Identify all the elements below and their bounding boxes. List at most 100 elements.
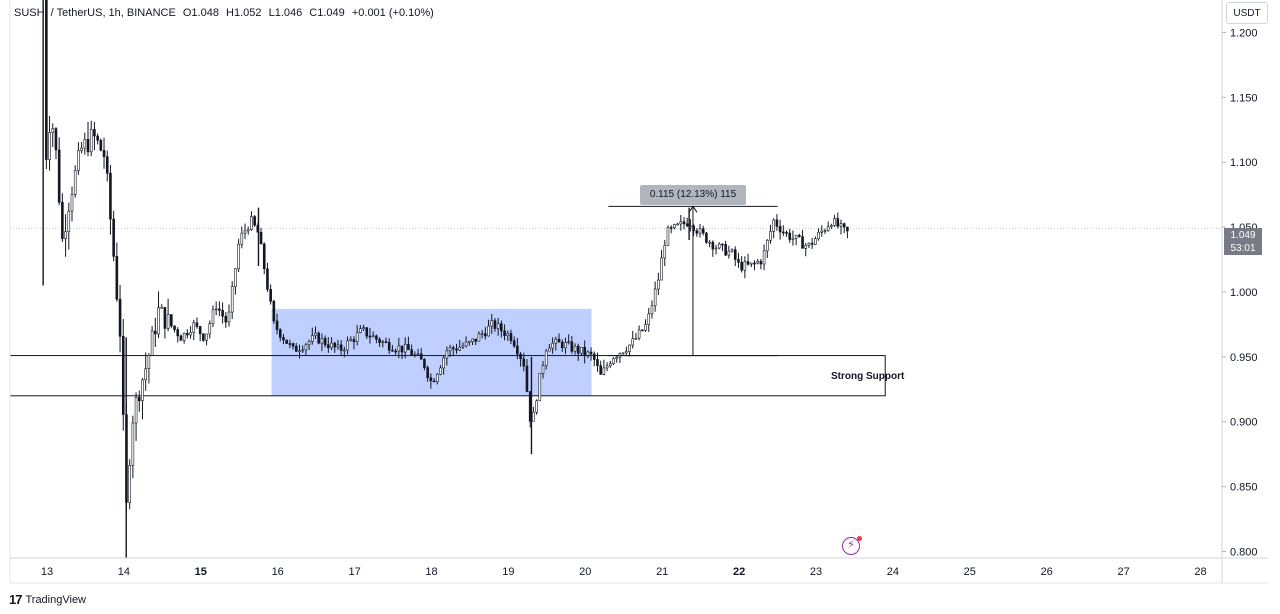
price-tick-label: 1.200: [1230, 27, 1258, 39]
candle-body: [807, 242, 811, 246]
lightning-icon[interactable]: ⚡: [842, 536, 862, 555]
candle-body: [121, 335, 125, 415]
candle-body: [73, 170, 77, 195]
time-tick-label: 23: [810, 566, 822, 578]
candle-body: [769, 231, 772, 241]
tradingview-logo-text: TradingView: [25, 593, 87, 606]
candle-body: [154, 330, 157, 335]
candle-body: [647, 313, 651, 325]
candle-body: [480, 333, 484, 335]
candle-body: [628, 344, 631, 352]
candle-body: [99, 139, 103, 151]
candle-body: [740, 261, 743, 271]
candle-body: [250, 216, 253, 230]
candle-body: [676, 223, 679, 226]
candle-body: [448, 347, 452, 352]
candle-body: [320, 338, 324, 344]
candle-body: [179, 335, 183, 341]
candle-body: [509, 333, 513, 342]
candle-body: [583, 347, 586, 356]
time-tick-label: 15: [195, 566, 207, 578]
candle-body: [650, 305, 654, 315]
candle-body: [112, 218, 115, 257]
candle-body: [134, 396, 138, 424]
candle-body: [839, 223, 843, 227]
candle-body: [336, 344, 340, 348]
close-value: C1.049: [309, 7, 345, 19]
time-tick-label: 28: [1194, 566, 1206, 578]
time-tick-label: 17: [348, 566, 360, 578]
candle-body: [487, 325, 490, 337]
time-axis-ticks: 13 14 15 16 17 18 19 20 21 22 23 24 25 26 27 28: [41, 566, 1207, 578]
candle-body: [218, 308, 221, 311]
candle-body: [714, 247, 718, 250]
candle-body: [564, 342, 567, 349]
candle-body: [532, 411, 535, 422]
candle-body: [170, 314, 173, 327]
candle-body: [198, 326, 202, 335]
candle-body: [294, 345, 298, 352]
candle-body: [641, 329, 644, 332]
candle-body: [836, 218, 840, 227]
candle-body: [173, 325, 176, 330]
consolidation-range-box: [271, 308, 592, 396]
candle-body: [695, 230, 699, 234]
open-value: O1.048: [182, 7, 219, 19]
candle-body: [727, 250, 731, 256]
candle-body: [682, 221, 686, 225]
candle-body: [830, 225, 833, 228]
candle-body: [612, 358, 615, 365]
candle-body: [323, 338, 327, 346]
price-tick-label: 1.150: [1230, 92, 1258, 104]
price-tick-label: 0.850: [1230, 482, 1258, 494]
candle-body: [195, 322, 199, 327]
candle-body: [493, 320, 497, 329]
candle-body: [176, 329, 180, 337]
candle-body: [282, 337, 285, 341]
candle-body: [346, 340, 349, 351]
candle-body: [343, 349, 346, 352]
price-tick-label: 1.000: [1230, 287, 1258, 299]
time-tick-label: 20: [579, 566, 591, 578]
candle-body: [291, 343, 295, 347]
candle-body: [506, 333, 510, 336]
last-price-value: 1.049: [1230, 230, 1256, 241]
candle-body: [384, 341, 388, 344]
candle-body: [86, 138, 90, 153]
symbol-name[interactable]: SUSHI / TetherUS, 1h, BINANCE: [14, 7, 176, 19]
candle-body: [820, 230, 824, 233]
candle-body: [791, 237, 795, 240]
time-tick-label: 24: [887, 566, 899, 578]
candle-body: [477, 333, 481, 342]
tradingview-logo[interactable]: 17 TradingView: [9, 592, 86, 607]
candle-body: [490, 320, 494, 327]
low-value: L1.046: [268, 7, 303, 19]
candle-body: [400, 345, 404, 353]
measure-arrow-head: [688, 205, 698, 213]
support-label: Strong Support: [831, 371, 905, 382]
candle-body: [551, 342, 554, 349]
candle-body: [435, 374, 439, 382]
candle-body: [224, 315, 228, 323]
candle-body: [160, 307, 164, 309]
candle-body: [141, 379, 144, 402]
candle-body: [605, 365, 609, 369]
candle-body: [733, 249, 737, 260]
candle-body: [817, 231, 820, 240]
candle-body: [230, 286, 234, 313]
time-tick-label: 13: [41, 566, 53, 578]
candle-body: [45, 0, 48, 160]
candle-body: [663, 245, 667, 259]
candle-body: [756, 261, 759, 264]
candle-body: [51, 128, 55, 133]
candle-body: [423, 359, 426, 368]
candle-body: [105, 156, 109, 174]
candle-body: [496, 323, 500, 329]
candle-body: [285, 339, 288, 344]
candle-body: [535, 400, 538, 413]
candle-body: [608, 363, 612, 367]
currency-button[interactable]: USDT: [1226, 2, 1268, 24]
candle-body: [311, 335, 314, 342]
measure-tool: [608, 205, 778, 357]
